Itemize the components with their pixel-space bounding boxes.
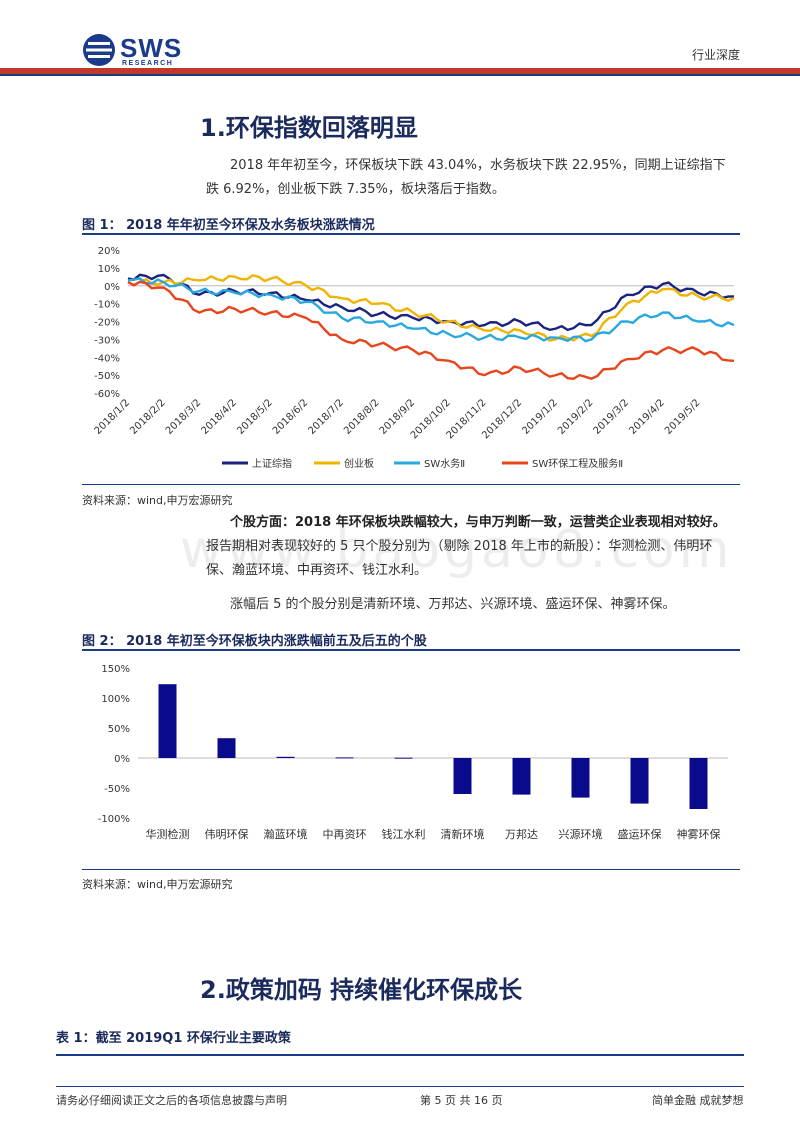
section2-title: 2.政策加码 持续催化环保成长 [200, 976, 523, 1004]
y-tick-label: -20% [94, 318, 120, 329]
stock-para-bold: 个股方面：2018 年环保板块跌幅较大，与申万判断一致，运营类企业表现相对较好。 [230, 515, 726, 530]
bottom5-para: 涨幅后 5 的个股分别是清新环境、万邦达、兴源环境、盛运环保、神雾环保。 [230, 597, 676, 612]
legend-label: SW环保工程及服务Ⅱ [532, 457, 623, 470]
section1-para1b: 跌 6.92%，创业板下跌 7.35%，板块落后于指数。 [206, 182, 505, 197]
y-tick-label: -50% [94, 371, 120, 382]
section1-title: 1.环保指数回落明显 [200, 114, 418, 142]
x-category-label: 中再资环 [323, 828, 367, 841]
x-category-label: 华测检测 [146, 827, 190, 841]
section1-para1: 2018 年年初至今，环保板块下跌 43.04%，水务板块下跌 22.95%，同… [230, 158, 726, 173]
header-blue-bar [0, 74, 800, 76]
footer-disclaimer: 请务必仔细阅读正文之后的各项信息披露与声明 [56, 1094, 287, 1107]
y-tick-label: -100% [98, 814, 130, 825]
y-tick-label: 10% [98, 264, 120, 275]
y-tick-label: 50% [108, 724, 130, 735]
legend-label: 上证综指 [252, 457, 292, 470]
x-category-label: 神雾环保 [677, 827, 721, 841]
x-category-label: 清新环境 [441, 827, 485, 841]
bar-万邦达 [512, 758, 531, 795]
y-tick-label: -60% [94, 389, 120, 400]
x-tick-label: 2019/4/2 [627, 397, 667, 437]
series-line-SW环保工程及服务Ⅱ [127, 280, 735, 381]
figure1-title: 图 1： 2018 年年初至今环保及水务板块涨跌情况 [82, 218, 375, 233]
table1-top-rule [56, 1054, 744, 1056]
y-tick-label: -30% [94, 335, 120, 346]
figure1-source: 资料来源：wind,申万宏源研究 [82, 494, 233, 507]
figure2-title: 图 2： 2018 年初至今环保板块内涨跌幅前五及后五的个股 [82, 634, 427, 649]
y-tick-label: 0% [114, 754, 130, 765]
bar-钱江水利 [394, 757, 413, 759]
header-red-bar [0, 68, 800, 74]
stock-para-line1: 报告期相对表现较好的 5 只个股分别为（剔除 2018 年上市的新股）：华测检测… [206, 539, 713, 554]
footer-slogan: 简单金融 成就梦想 [652, 1094, 744, 1107]
y-tick-label: 150% [101, 664, 130, 675]
y-tick-label: 20% [98, 246, 120, 257]
footer-page-number: 第 5 页 共 16 页 [420, 1094, 503, 1107]
bar-chart: 150% 100% 50% 0% -50% -100% 华测检测 伟明环保 瀚蓝环境 中再资环 钱江… [98, 664, 728, 841]
bar-中再资环 [335, 757, 354, 759]
x-tick-label: 2018/7/2 [306, 397, 346, 437]
x-category-label: 兴源环境 [559, 827, 603, 841]
bar-神雾环保 [689, 758, 708, 809]
x-tick-label: 2019/3/2 [592, 397, 632, 437]
y-tick-label: 0% [104, 282, 120, 293]
y-tick-label: 100% [101, 694, 130, 705]
y-tick-label: -50% [104, 784, 130, 795]
x-category-label: 伟明环保 [205, 827, 249, 841]
bar-清新环境 [453, 758, 472, 794]
stock-para-line2: 保、瀚蓝环境、中再资环、钱江水利。 [206, 563, 428, 578]
series-line-上证综指 [127, 273, 735, 332]
figure1-top-rule [82, 233, 740, 235]
line-chart: 20% 10% 0% -10% -20% -30% -40% -50% -60%2018/1/2… [93, 246, 735, 470]
logo-text: SWS [120, 33, 183, 63]
figure1-bottom-rule [82, 484, 740, 485]
x-tick-label: 2018/4/2 [200, 397, 240, 437]
legend-label: SW水务Ⅱ [424, 457, 465, 470]
figure2-source: 资料来源：wind,申万宏源研究 [82, 878, 233, 891]
x-category-label: 瀚蓝环境 [264, 827, 308, 841]
x-tick-label: 2018/1/2 [93, 397, 133, 437]
table1-title: 表 1：截至 2019Q1 环保行业主要政策 [56, 1031, 291, 1046]
x-tick-label: 2019/1/2 [520, 397, 560, 437]
bar-瀚蓝环境 [276, 756, 295, 758]
x-tick-label: 2019/2/2 [556, 397, 596, 437]
x-tick-label: 2018/5/2 [235, 397, 275, 437]
y-tick-label: -10% [94, 300, 120, 311]
x-category-label: 盛运环保 [618, 827, 662, 841]
series-line-SW水务Ⅱ [127, 277, 735, 343]
sws-logo-icon [82, 33, 116, 67]
watermark: www.baogao8.com [180, 520, 734, 580]
x-tick-label: 2018/6/2 [271, 397, 311, 437]
series-line-创业板 [127, 274, 735, 342]
x-tick-label: 2019/5/2 [663, 397, 703, 437]
legend-label: 创业板 [344, 457, 374, 470]
logo-subtext: RESEARCH [122, 60, 174, 67]
y-tick-label: -40% [94, 353, 120, 364]
x-tick-label: 2018/8/2 [342, 397, 382, 437]
x-tick-label: 2018/3/2 [164, 397, 204, 437]
report-type-tag: 行业深度 [691, 48, 740, 62]
bar-盛运环保 [630, 758, 649, 804]
bar-伟明环保 [217, 738, 236, 758]
figure2-top-rule [82, 649, 740, 651]
bar-兴源环境 [571, 758, 590, 798]
x-tick-label: 2018/2/2 [128, 397, 168, 437]
x-category-label: 万邦达 [505, 828, 538, 841]
footer-rule [56, 1086, 744, 1087]
bar-华测检测 [158, 684, 177, 758]
x-category-label: 钱江水利 [382, 827, 426, 841]
figure2-bottom-rule [82, 869, 740, 870]
